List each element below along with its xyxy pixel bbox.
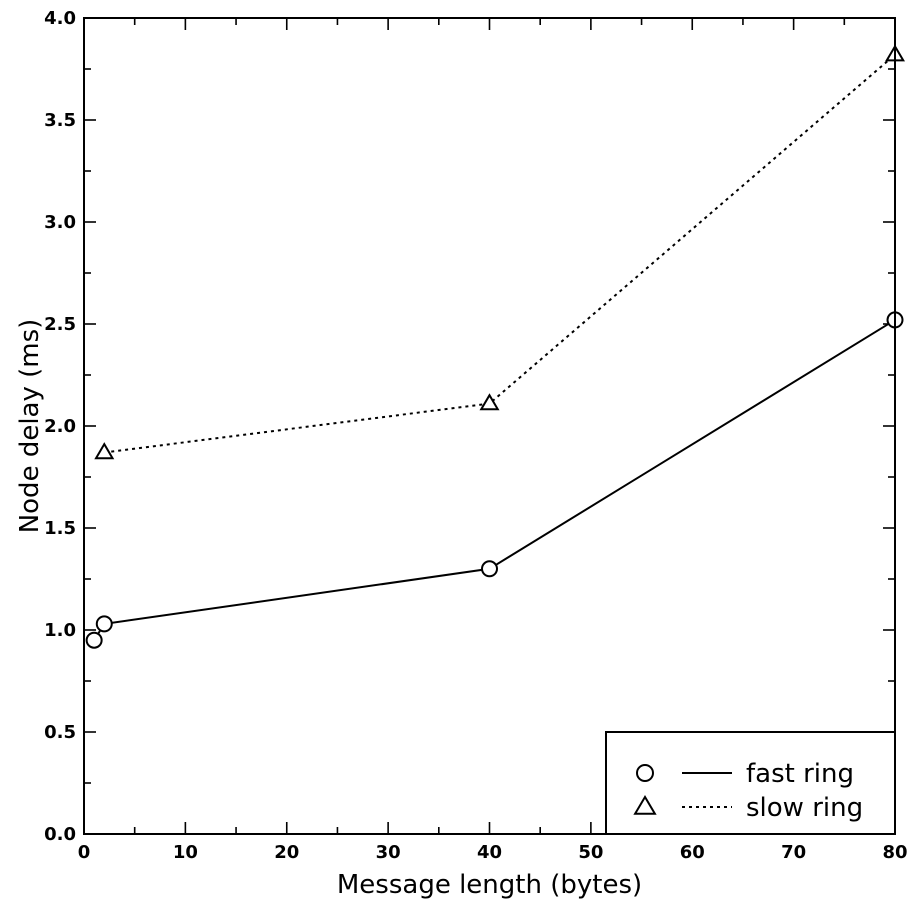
- legend-label-slow-ring: slow ring: [746, 793, 863, 823]
- x-tick-label: 40: [477, 842, 502, 863]
- x-tick-label: 0: [78, 842, 91, 863]
- x-tick-label: 80: [882, 842, 907, 863]
- x-tick-label: 20: [274, 842, 299, 863]
- y-tick-label: 0.5: [44, 722, 76, 743]
- legend-entry-slow-ring: slow ring: [633, 793, 863, 823]
- x-tick-label: 30: [376, 842, 401, 863]
- y-tick-label: 2.5: [44, 314, 76, 335]
- x-tick-label: 60: [680, 842, 705, 863]
- y-tick-label: 2.0: [44, 416, 76, 437]
- legend-triangle-marker: [633, 794, 657, 815]
- y-tick-label: 1.5: [44, 518, 76, 539]
- y-tick-label: 0.0: [44, 824, 76, 845]
- plot-frame: [83, 17, 896, 835]
- legend: fast ring slow ring: [605, 731, 896, 835]
- data-point-triangle: [479, 393, 500, 411]
- series-layer: [85, 44, 905, 649]
- legend-entry-fast-ring: fast ring: [636, 759, 854, 789]
- data-point-circle: [95, 615, 113, 633]
- y-tick-label: 3.0: [44, 212, 76, 233]
- data-point-circle: [481, 560, 498, 578]
- legend-box: [605, 731, 896, 835]
- x-tick-label: 70: [781, 842, 806, 863]
- y-tick-label: 4.0: [44, 8, 76, 29]
- y-axis-title: Node delay (ms): [15, 319, 45, 534]
- x-tick-label: 10: [173, 842, 198, 863]
- x-tick-label: 50: [578, 842, 603, 863]
- data-point-circle: [85, 631, 103, 649]
- series-line-fast-ring: [93, 319, 896, 641]
- y-tick-label: 1.0: [44, 620, 76, 641]
- x-axis-title: Message length (bytes): [337, 870, 642, 900]
- legend-label-fast-ring: fast ring: [746, 759, 854, 789]
- data-point-triangle: [94, 442, 115, 460]
- legend-circle-marker: [636, 764, 654, 782]
- y-tick-label: 3.5: [44, 110, 76, 131]
- series-line-slow-ring: [104, 53, 896, 454]
